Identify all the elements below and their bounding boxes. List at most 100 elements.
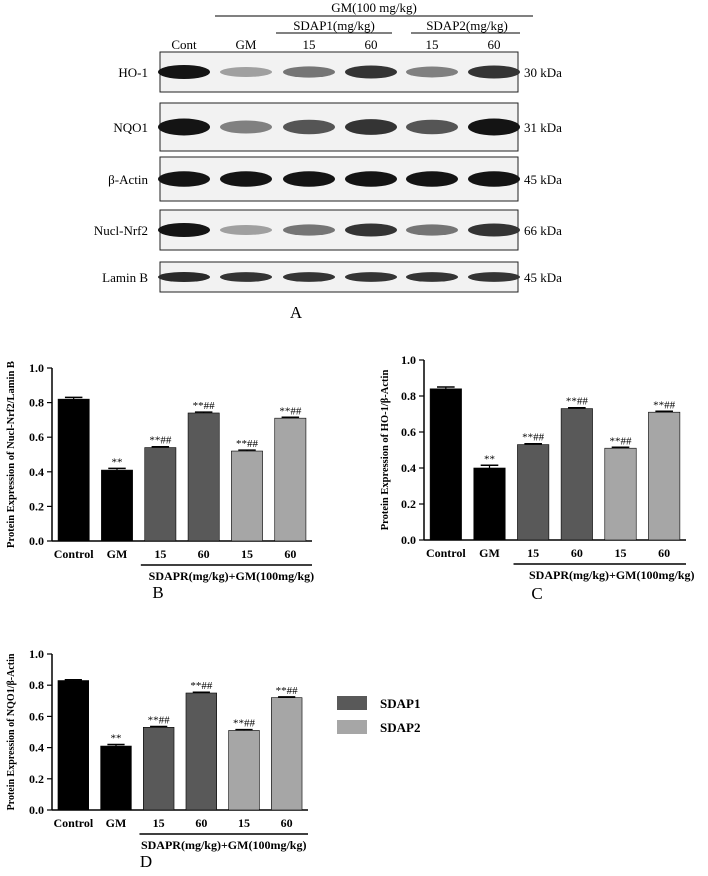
panel-label: B bbox=[152, 583, 163, 602]
blot-row-size: 45 kDa bbox=[524, 172, 562, 187]
x-tick-label: Control bbox=[54, 547, 94, 561]
blot-band bbox=[468, 223, 520, 237]
x-tick-label: Control bbox=[426, 546, 466, 560]
blot-lane-label: GM bbox=[236, 37, 257, 52]
blot-band bbox=[283, 171, 335, 187]
blot-lane-label: 60 bbox=[365, 37, 378, 52]
bar bbox=[143, 727, 175, 811]
significance-label: **## bbox=[522, 432, 545, 444]
blot-band bbox=[345, 119, 397, 135]
blot-band bbox=[406, 224, 458, 236]
blot-row-size: 31 kDa bbox=[524, 120, 562, 135]
x-axis-label: SDAPR(mg/kg)+GM(100mg/kg) bbox=[149, 569, 315, 583]
blot-band bbox=[345, 171, 397, 187]
blot-band bbox=[158, 64, 210, 80]
y-tick-label: 1.0 bbox=[401, 353, 416, 367]
blot-band bbox=[283, 272, 335, 282]
bar bbox=[100, 745, 132, 811]
bar bbox=[274, 417, 307, 542]
blot-lane-label: Cont bbox=[171, 37, 197, 52]
y-tick-label: 0.6 bbox=[29, 430, 44, 444]
y-tick-label: 0.8 bbox=[29, 678, 44, 692]
blot-group1-label: SDAP1(mg/kg) bbox=[293, 18, 375, 33]
significance-label: **## bbox=[233, 718, 256, 730]
x-tick-label: 15 bbox=[241, 547, 253, 561]
panel-label-a: A bbox=[290, 303, 303, 322]
blot-band bbox=[406, 272, 458, 282]
blot-band bbox=[468, 171, 520, 187]
blot-band bbox=[220, 171, 272, 187]
x-tick-label: Control bbox=[53, 816, 93, 830]
y-tick-label: 0.2 bbox=[29, 772, 44, 786]
blot-lane-label: 15 bbox=[303, 37, 316, 52]
x-tick-label: 60 bbox=[198, 547, 210, 561]
bar bbox=[271, 697, 303, 811]
bar-chart-nqo1: 0.0 0.2 0.4 0.6 0.8 1.0 Protein Expression of … bbox=[6, 647, 420, 871]
bar bbox=[57, 680, 89, 811]
x-tick-label: 60 bbox=[658, 546, 670, 560]
blot-strip bbox=[159, 209, 519, 251]
chart-panel-c: 0.0 0.2 0.4 0.6 0.8 1.0 Protein Expression of … bbox=[372, 335, 708, 615]
x-tick-label: 60 bbox=[571, 546, 583, 560]
blot-band bbox=[345, 65, 397, 79]
blot-band bbox=[283, 66, 335, 78]
blot-band bbox=[158, 118, 210, 136]
bar bbox=[231, 450, 263, 542]
y-tick-label: 0.2 bbox=[401, 497, 416, 511]
significance-label: **## bbox=[610, 435, 633, 447]
panel-label: D bbox=[140, 852, 152, 871]
significance-label: **## bbox=[190, 680, 213, 692]
bar bbox=[144, 447, 177, 542]
significance-label: **## bbox=[566, 396, 589, 408]
y-tick-label: 0.6 bbox=[29, 709, 44, 723]
bar bbox=[473, 467, 506, 541]
significance-label: **## bbox=[653, 399, 676, 411]
x-tick-label: 15 bbox=[154, 547, 166, 561]
bar bbox=[228, 730, 260, 811]
y-tick-label: 0.6 bbox=[401, 425, 416, 439]
blot-band bbox=[468, 65, 520, 79]
y-tick-label: 0.4 bbox=[29, 741, 44, 755]
x-tick-label: GM bbox=[107, 547, 128, 561]
x-tick-label: 15 bbox=[153, 816, 165, 830]
blot-band bbox=[220, 67, 272, 77]
blot-group2-label: SDAP2(mg/kg) bbox=[426, 18, 508, 33]
blot-band bbox=[220, 120, 272, 134]
y-tick-label: 1.0 bbox=[29, 647, 44, 661]
blot-row-label: NQO1 bbox=[113, 120, 148, 135]
legend-swatch bbox=[337, 696, 367, 710]
x-tick-label: GM bbox=[479, 546, 500, 560]
bar bbox=[604, 447, 637, 541]
x-tick-label: GM bbox=[106, 816, 127, 830]
western-blot-panel: GM(100 mg/kg) SDAP1(mg/kg) SDAP2(mg/kg) Con… bbox=[0, 0, 708, 330]
bar bbox=[101, 469, 133, 542]
y-tick-label: 0.4 bbox=[29, 465, 44, 479]
y-tick-label: 0.4 bbox=[401, 461, 416, 475]
blot-band bbox=[158, 271, 210, 283]
blot-band bbox=[220, 272, 272, 282]
blot-band bbox=[468, 118, 520, 136]
blot-row-label: Nucl-Nrf2 bbox=[94, 223, 148, 238]
blot-strip bbox=[159, 156, 519, 202]
bar bbox=[517, 444, 550, 541]
legend-label: SDAP2 bbox=[380, 720, 420, 735]
bar bbox=[187, 412, 220, 542]
legend-label: SDAP1 bbox=[380, 696, 420, 711]
y-tick-label: 0.2 bbox=[29, 499, 44, 513]
x-tick-label: 15 bbox=[527, 546, 539, 560]
bar-chart-ho1: 0.0 0.2 0.4 0.6 0.8 1.0 Protein Expression of … bbox=[380, 353, 695, 603]
blot-row-size: 30 kDa bbox=[524, 65, 562, 80]
x-tick-label: 15 bbox=[615, 546, 627, 560]
significance-label: **## bbox=[149, 435, 172, 447]
bar-chart-nrf2: 0.0 0.2 0.4 0.6 0.8 1.0 Protein Expression of … bbox=[6, 361, 315, 602]
y-axis-label: Protein Expression of HO-1/β-Actin bbox=[380, 370, 391, 531]
x-axis-label: SDAPR(mg/kg)+GM(100mg/kg) bbox=[529, 568, 695, 582]
blot-band bbox=[283, 119, 335, 135]
bar bbox=[185, 692, 217, 811]
significance-label: **## bbox=[276, 685, 299, 697]
western-blot-figure: GM(100 mg/kg) SDAP1(mg/kg) SDAP2(mg/kg) Con… bbox=[94, 0, 562, 322]
blot-row-label: HO-1 bbox=[118, 65, 148, 80]
significance-label: **## bbox=[279, 405, 302, 417]
blot-row-label: β-Actin bbox=[108, 172, 148, 187]
y-tick-label: 0.0 bbox=[29, 534, 44, 548]
